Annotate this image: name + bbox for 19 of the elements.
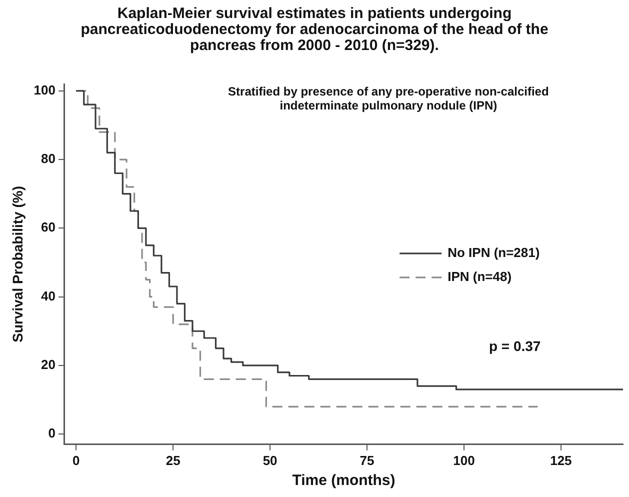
x-tick-label: 0 [72, 452, 80, 468]
text: Stratified by presence of any pre-operative non-calcified indeterminate pulmonary nodule (IPN) [228, 84, 549, 112]
x-tick-label: 50 [262, 452, 278, 468]
y-axis-title: Survival Probability (%) [9, 186, 26, 342]
x-tick-label: 100 [453, 452, 475, 468]
y-tick-label: 40 [41, 288, 56, 304]
chart-title: Kaplan-Meier survival estimates in patients undergoing pancreaticoduodenectomy for adenocarcinoma of the head of the pancreas from 2000 - 2010 (n=329). [80, 5, 550, 54]
y-tick-label: 0 [48, 426, 56, 441]
legend-label: No IPN (n=281) [448, 244, 540, 260]
x-tick-label: 25 [166, 452, 180, 468]
x-axis-title: Time (months) [292, 472, 396, 490]
annotation: p = 0.37 [488, 338, 541, 354]
y-tick-label: 80 [41, 151, 56, 166]
y-tick-label: 20 [41, 357, 56, 372]
y-tick-label: 60 [41, 220, 56, 235]
x-tick-label: 75 [360, 452, 374, 468]
legend-label: IPN (n=48) [448, 268, 512, 284]
x-tick-label: 125 [550, 452, 572, 468]
y-tick-label: 100 [34, 82, 56, 98]
